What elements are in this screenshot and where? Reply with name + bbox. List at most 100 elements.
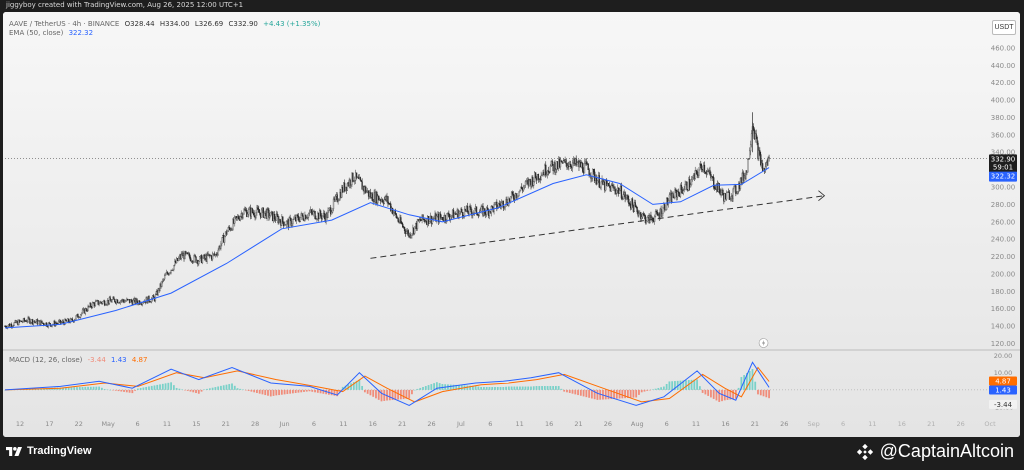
macd-hist-bar (73, 387, 76, 390)
time-tick-label: 16 (721, 420, 729, 428)
candle (629, 203, 631, 205)
candle (749, 144, 752, 152)
candle (163, 278, 165, 281)
macd-hist-bar (693, 379, 696, 390)
macd-hist-bar (84, 386, 87, 390)
candle (654, 211, 657, 217)
macd-hist-bar (109, 389, 112, 391)
candle (422, 214, 424, 220)
candle (428, 221, 431, 224)
candle (674, 189, 676, 199)
macd-tick-label: 20.00 (994, 352, 1013, 360)
trendline[interactable] (370, 195, 825, 259)
price-pane[interactable] (4, 112, 989, 348)
macd-hist-bar (496, 386, 499, 390)
candle (194, 254, 196, 257)
candle (18, 319, 20, 326)
macd-hist-bar (596, 389, 599, 400)
time-tick-label: Sep (808, 420, 820, 428)
macd-hist-bar (402, 389, 405, 400)
macd-hist-bar (170, 382, 173, 390)
macd-hist-bar (161, 383, 164, 390)
candle (109, 297, 111, 301)
symbol-legend[interactable]: AAVE / TetherUS · 4h · BINANCE O328.44 H… (9, 20, 323, 28)
macd-hist-bar (643, 389, 646, 392)
candle (142, 302, 145, 304)
currency-button[interactable]: USDT (992, 20, 1016, 35)
candle (620, 185, 623, 199)
macd-hist-bar (654, 388, 657, 390)
candle (596, 180, 599, 185)
macd-hist-bar (330, 389, 333, 396)
candle (491, 205, 493, 208)
ema-line (4, 167, 770, 329)
macd-hist-bar (768, 389, 770, 399)
candle (247, 214, 249, 217)
macd-hist-bar (638, 389, 640, 395)
candle (466, 205, 468, 213)
macd-hist-bar (424, 386, 427, 390)
diamond-logo-icon (856, 443, 873, 460)
candle (84, 308, 86, 314)
candle (332, 198, 335, 210)
candle (593, 169, 595, 173)
candle (27, 317, 29, 322)
macd-hist-bar (192, 389, 195, 393)
candle (64, 318, 66, 325)
candle (675, 189, 677, 192)
lightning-icon[interactable] (758, 338, 769, 348)
macd-hist-bar (590, 389, 593, 399)
macd-hist-bar (582, 389, 585, 397)
candle (476, 213, 479, 216)
price-tick-label: 220.00 (991, 253, 1016, 261)
candle (336, 194, 338, 202)
tradingview-logo[interactable]: TradingView (6, 445, 92, 457)
candle (390, 203, 392, 211)
candle (470, 207, 472, 213)
macd-legend[interactable]: MACD (12, 26, close) -3.44 1.43 4.87 (9, 356, 150, 364)
macd-hist-bar (184, 389, 186, 391)
candle (130, 299, 133, 302)
macd-hist-bar (217, 386, 220, 390)
macd-hist-bar (662, 386, 665, 390)
candle (216, 254, 218, 256)
candle (402, 223, 404, 228)
macd-hist-bar (635, 389, 638, 398)
macd-pane[interactable] (4, 361, 989, 406)
candle (416, 219, 419, 230)
time-tick-label: 6 (488, 420, 492, 428)
macd-hist-bar (715, 389, 718, 401)
time-tick-label: 26 (604, 420, 612, 428)
macd-hist-bar (460, 385, 463, 390)
candle (227, 227, 229, 232)
candle (756, 137, 758, 144)
candle (71, 318, 74, 321)
candle (206, 253, 208, 262)
candle (469, 206, 471, 208)
candle (316, 218, 318, 220)
macd-hist-bar (588, 389, 591, 398)
candle (269, 215, 271, 218)
time-tick-label: 26 (427, 420, 435, 428)
candle (302, 215, 304, 220)
macd-hist-bar (494, 386, 496, 390)
macd-hist-bar (186, 389, 189, 391)
macd-hist-bar (737, 387, 740, 390)
macd-hist-bar (153, 385, 156, 390)
ema-legend[interactable]: EMA (50, close) 322.32 (9, 29, 96, 37)
candle (713, 177, 715, 188)
candle (150, 301, 152, 303)
macd-hist-bar (646, 389, 649, 391)
candle (698, 169, 700, 176)
candle (104, 304, 107, 306)
candle (174, 261, 176, 266)
candle (768, 157, 770, 159)
candle (631, 198, 634, 206)
macd-hist-bar (303, 389, 305, 392)
candle (624, 192, 626, 200)
macd-hist-bar (621, 389, 624, 399)
candle (211, 253, 214, 260)
candle (551, 160, 553, 165)
macd-line-badge: 1.43 (989, 385, 1017, 395)
candle (258, 209, 260, 213)
